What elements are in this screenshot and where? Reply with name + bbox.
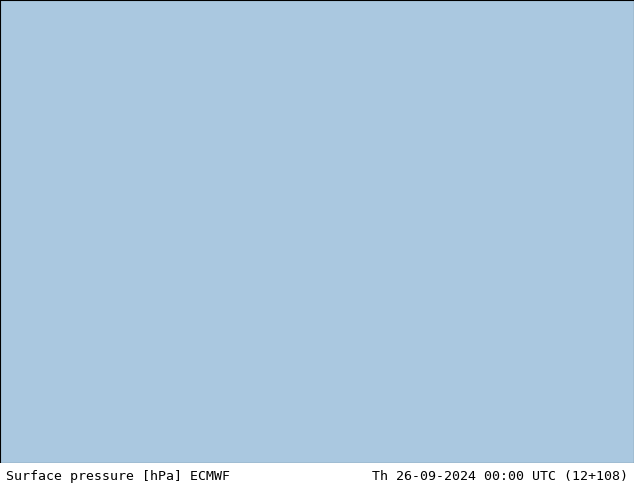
Text: Surface pressure [hPa] ECMWF: Surface pressure [hPa] ECMWF — [6, 470, 230, 483]
Text: Th 26-09-2024 00:00 UTC (12+108): Th 26-09-2024 00:00 UTC (12+108) — [372, 470, 628, 483]
